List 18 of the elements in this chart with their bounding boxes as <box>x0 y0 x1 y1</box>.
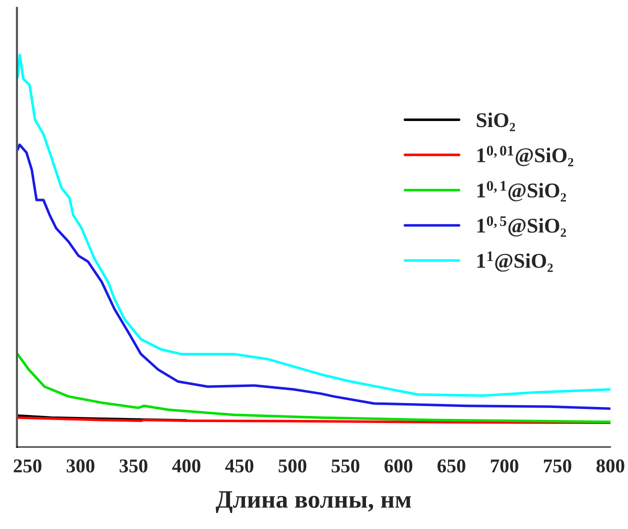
x-tick-label: 600 <box>384 459 412 472</box>
legend-label: 1$^{1}$@SiO₂ <box>477 251 553 272</box>
x-tick-label: 500 <box>278 459 306 472</box>
legend-label: SiO₂ <box>476 112 516 132</box>
x-axis-title: Длина волны, нм <box>216 491 411 514</box>
x-tick-label: 250 <box>14 459 42 472</box>
x-tick-label: 700 <box>490 459 518 472</box>
legend-label: 1$^{0,5}$@SiO₂ <box>477 216 566 237</box>
x-tick-label: 650 <box>438 459 466 472</box>
x-tick-label: 450 <box>225 459 254 472</box>
x-tick-label: 300 <box>66 459 94 472</box>
legend-label: 1$^{0,1}$@SiO₂ <box>477 180 566 202</box>
x-tick-label: 400 <box>172 459 200 472</box>
x-tick-label: 350 <box>120 459 148 472</box>
x-tick-label: 550 <box>332 459 360 472</box>
x-tick-label: 750 <box>544 459 572 472</box>
x-tick-label: 800 <box>596 459 624 472</box>
legend-label: 1$^{0,01}$@SiO₂ <box>477 146 574 166</box>
